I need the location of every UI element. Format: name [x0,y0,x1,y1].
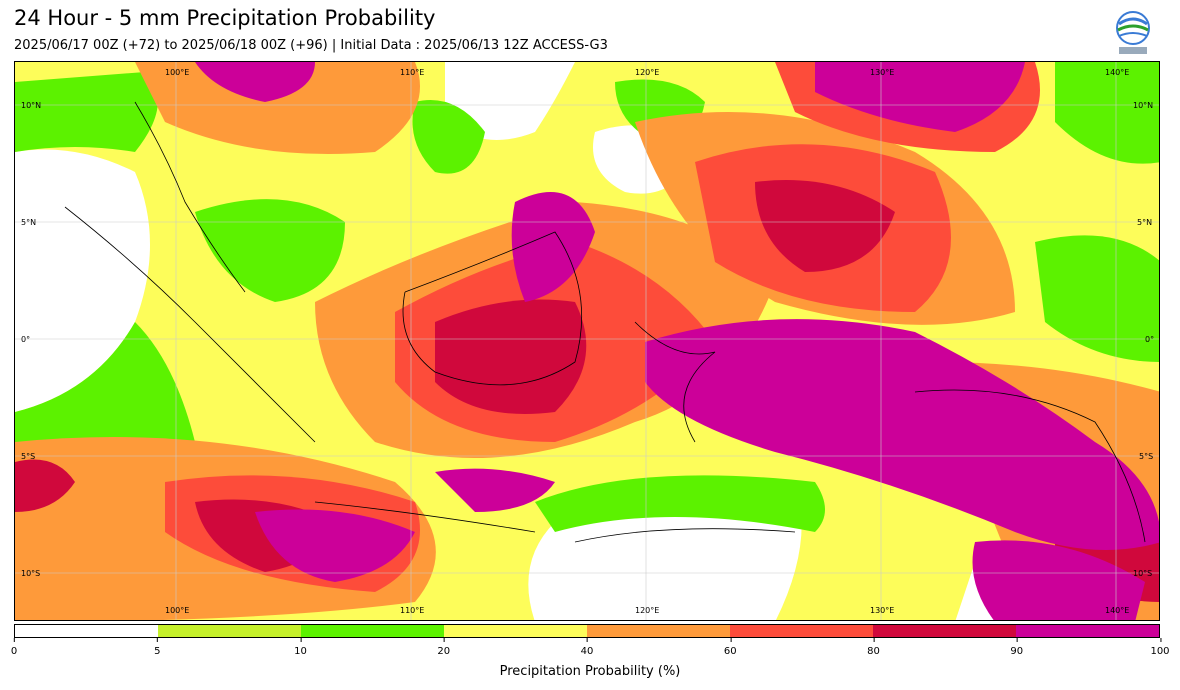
colorbar-tick: 40 [581,638,593,657]
colorbar-tick: 20 [437,638,450,657]
lat-label: 10°N [21,101,42,110]
colorbar-tick: 5 [154,638,160,657]
lon-label: 110°E [400,606,425,615]
colorbar-segment [158,625,301,637]
lon-label: 100°E [165,68,190,77]
lat-label: 10°N [1133,101,1154,110]
precipitation-map: 100°E 110°E 120°E 130°E 140°E 100°E 110°… [14,61,1160,621]
colorbar-tick: 0 [11,638,17,657]
lon-label: 140°E [1105,68,1130,77]
lon-label: 120°E [635,606,660,615]
lat-label: 10°S [1133,569,1153,578]
colorbar-segment [1016,625,1159,637]
colorbar-tick: 90 [1010,638,1023,657]
colorbar [14,624,1160,638]
colorbar-ticks: 0 5 10 20 40 60 80 90 100 [11,638,1170,658]
lon-label: 120°E [635,68,660,77]
bmkg-logo-icon [1114,10,1152,56]
colorbar-label: Precipitation Probability (%) [499,664,681,679]
lon-label: 140°E [1105,606,1130,615]
lat-label: 5°S [21,452,36,461]
lat-label: 5°N [21,218,37,227]
colorbar-tick: 100 [1150,638,1170,657]
colorbar-tick: 80 [867,638,880,657]
lon-label: 100°E [165,606,190,615]
map-subtitle: 2025/06/17 00Z (+72) to 2025/06/18 00Z (… [14,38,608,53]
lat-label: 0° [1145,335,1155,344]
lon-label: 130°E [870,606,895,615]
lat-label: 5°N [1137,218,1153,227]
colorbar-segment [587,625,730,637]
colorbar-segment [301,625,444,637]
colorbar-tick: 10 [294,638,307,657]
colorbar-segment [730,625,873,637]
lon-label: 130°E [870,68,895,77]
lat-label: 5°S [1139,452,1154,461]
colorbar-segment [15,625,158,637]
lat-label: 0° [21,335,31,344]
map-title: 24 Hour - 5 mm Precipitation Probability [14,6,436,30]
colorbar-tick: 60 [724,638,737,657]
colorbar-segment [873,625,1016,637]
lat-label: 10°S [21,569,41,578]
lon-label: 110°E [400,68,425,77]
colorbar-segment [444,625,587,637]
